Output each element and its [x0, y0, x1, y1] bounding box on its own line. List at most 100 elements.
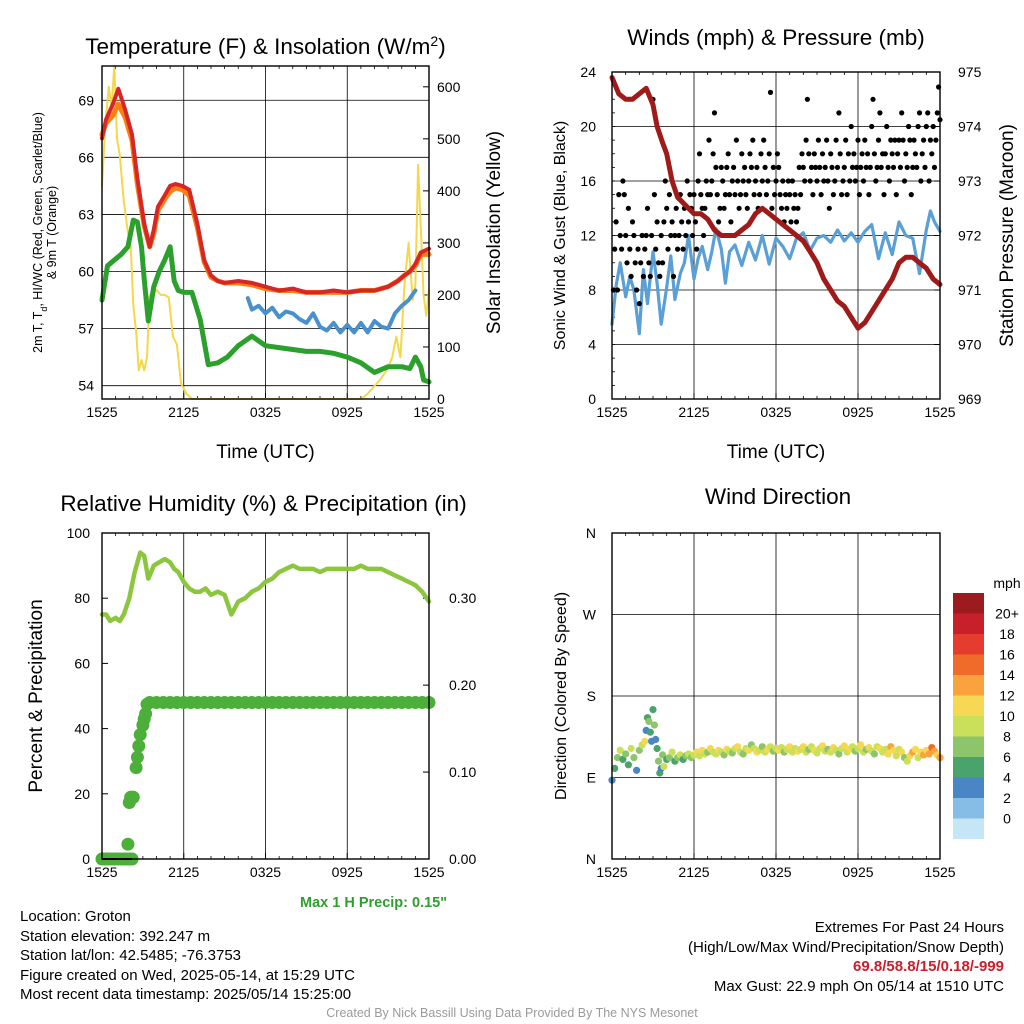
gust-point	[869, 123, 875, 130]
direction-point	[911, 745, 920, 754]
y-tick-label: 12	[580, 228, 596, 244]
gust-point	[643, 232, 649, 239]
x-tick-label: 1525	[924, 404, 955, 420]
y2-tick-label: 975	[958, 64, 982, 80]
y2-tick-label: 972	[958, 228, 982, 244]
gust-point	[862, 137, 868, 143]
legend-swatch	[953, 798, 984, 819]
gust-point	[762, 164, 768, 170]
gust-point	[874, 164, 880, 170]
y-tick-label: 54	[78, 378, 94, 394]
gust-point	[933, 137, 939, 143]
gust-point	[640, 273, 647, 279]
x-tick-label: 0925	[332, 404, 363, 420]
gust-point	[662, 178, 668, 184]
gust-point	[818, 192, 824, 198]
legend-label: 4	[1003, 770, 1011, 786]
direction-point	[646, 728, 654, 736]
legend-swatch	[953, 654, 984, 675]
gust-point	[638, 260, 644, 266]
gust-point	[742, 164, 748, 170]
gust-point	[882, 151, 888, 157]
recent-text: Most recent data timestamp: 2025/05/14 1…	[20, 986, 352, 1003]
gust-point	[765, 178, 771, 184]
gust-point	[824, 137, 830, 143]
gust-point	[746, 178, 752, 184]
legend-label: 12	[999, 688, 1015, 704]
gust-point	[758, 151, 764, 157]
gust-point	[613, 219, 619, 225]
gust-point	[664, 205, 670, 211]
gust-point	[871, 151, 878, 157]
gust-point	[851, 151, 857, 157]
temp-2m-line	[100, 86, 431, 295]
direction-point	[627, 744, 635, 753]
plot-frame	[611, 71, 941, 400]
direction-point	[633, 766, 641, 774]
direction-point	[734, 743, 742, 751]
gust-point	[826, 205, 832, 211]
x-tick-label: 2125	[168, 404, 199, 420]
plot-frame	[101, 532, 430, 860]
gust-point	[873, 178, 879, 184]
gust-point	[787, 192, 793, 198]
gust-point	[726, 192, 733, 198]
gust-point	[819, 151, 826, 157]
gust-point	[720, 178, 726, 184]
gust-point	[690, 232, 696, 239]
gust-point	[769, 205, 775, 211]
direction-point	[649, 706, 657, 714]
gust-point	[799, 151, 805, 157]
y2-axis-label: Station Pressure (Maroon)	[997, 124, 1018, 347]
gust-point	[922, 164, 928, 170]
y-axis-label: Sonic Wind & Gust (Blue, Black)	[552, 121, 569, 350]
gust-point	[895, 151, 901, 157]
gust-point	[798, 192, 804, 198]
gust-point	[721, 205, 727, 211]
gust-point	[668, 232, 674, 239]
legend-swatch	[953, 716, 984, 737]
elevation-text: Station elevation: 392.247 m	[20, 927, 211, 945]
gust-point	[910, 164, 916, 170]
y2-tick-label: 600	[437, 79, 461, 95]
dewpoint-line	[99, 217, 432, 385]
rh-line	[99, 550, 432, 624]
gust-point	[669, 219, 675, 225]
gust-point	[848, 123, 854, 130]
gust-point	[657, 273, 663, 279]
y2-tick-label: 970	[958, 337, 982, 353]
gust-point	[811, 151, 817, 157]
legend-label: 18	[999, 626, 1015, 642]
chart-title: Wind Direction	[705, 484, 851, 509]
gust-point	[692, 219, 699, 225]
gust-point	[725, 151, 731, 157]
gust-point	[890, 164, 897, 170]
x-tick-label: 0925	[842, 864, 873, 880]
gust-point	[711, 110, 718, 116]
gust-point	[849, 164, 856, 170]
direction-point	[835, 750, 843, 758]
gust-point	[929, 151, 935, 157]
gust-point	[754, 164, 760, 170]
direction-point	[653, 744, 661, 753]
gust-point	[901, 178, 908, 184]
gust-point	[903, 151, 909, 157]
x-tick-label: 1525	[86, 404, 117, 420]
gust-point	[840, 178, 846, 184]
x-tick-label: 1525	[596, 404, 627, 420]
gust-point	[673, 205, 679, 211]
gust-point	[885, 164, 891, 170]
gust-point	[620, 178, 626, 184]
x-tick-label: 0325	[250, 404, 281, 420]
speed-legend: mph 20+ 18 16 14 12 10 8 6 4 2 0	[953, 575, 1021, 839]
gust-point	[923, 123, 929, 130]
gust-point	[921, 137, 927, 143]
gust-point	[761, 137, 767, 143]
gust-point	[722, 192, 729, 198]
y-tick-label: 63	[78, 206, 94, 222]
gust-point	[710, 151, 716, 157]
gust-point	[817, 164, 823, 170]
legend-swatch	[953, 736, 984, 757]
y-axis-label: Percent & Precipitation	[26, 599, 47, 792]
y-tick-label: 20	[580, 119, 596, 135]
